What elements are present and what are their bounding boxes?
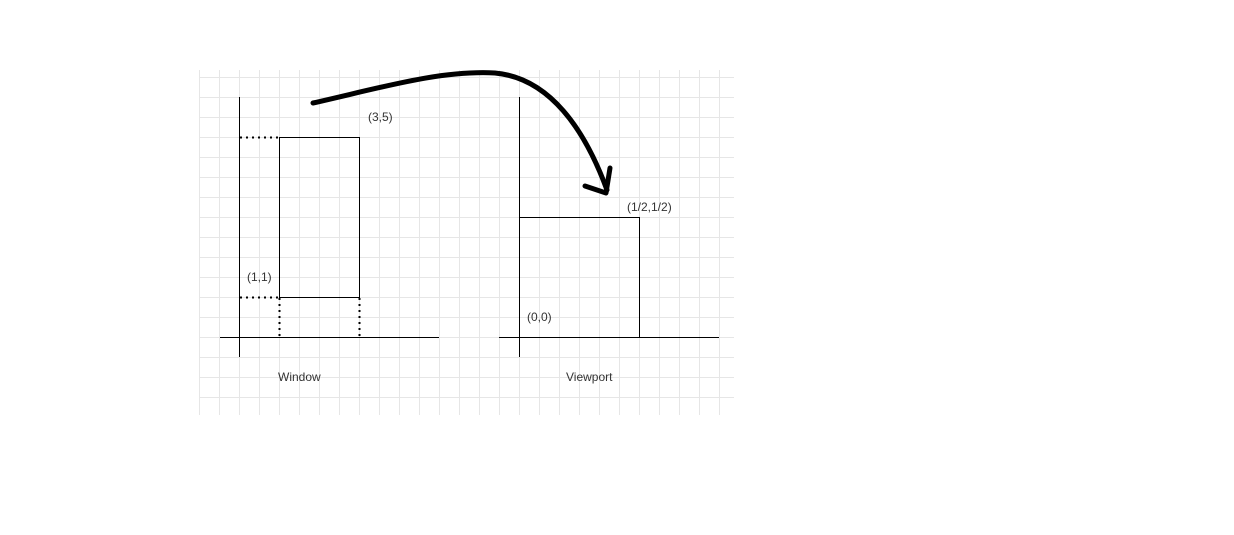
viewport-caption: Viewport bbox=[566, 370, 613, 384]
window-diagram: (3,5) (1,1) Window bbox=[220, 97, 439, 384]
window-corner-max-label: (3,5) bbox=[368, 110, 393, 124]
mapping-arrow-head bbox=[582, 165, 613, 196]
viewport-corner-min-label: (0,0) bbox=[527, 310, 552, 324]
window-corner-min-label: (1,1) bbox=[247, 270, 272, 284]
grid-background bbox=[199, 70, 734, 415]
viewport-corner-max-label: (1/2,1/2) bbox=[627, 200, 672, 214]
viewport-diagram: (1/2,1/2) (0,0) Viewport bbox=[499, 97, 719, 384]
mapping-arrow bbox=[310, 70, 613, 196]
viewport-rectangle bbox=[519, 217, 640, 338]
mapping-arrow-shaft bbox=[310, 70, 610, 193]
window-caption: Window bbox=[278, 370, 321, 384]
window-projection-lines bbox=[240, 136, 361, 337]
window-rectangle bbox=[279, 137, 360, 298]
